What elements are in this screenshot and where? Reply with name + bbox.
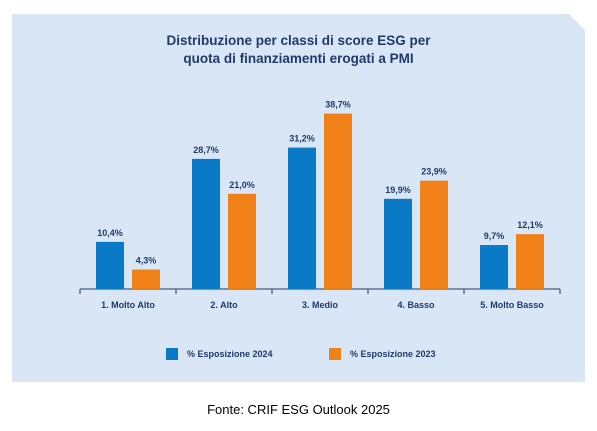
data-label-2023-5: 12,1%	[517, 220, 543, 230]
data-label-2024-2: 28,7%	[193, 145, 219, 155]
data-label-2023-1: 4,3%	[136, 256, 157, 266]
legend-item-2024: % Esposizione 2024	[166, 348, 273, 360]
source-caption: Fonte: CRIF ESG Outlook 2025	[207, 402, 390, 417]
data-label-2024-3: 31,2%	[289, 134, 315, 144]
bar-2024-3	[288, 147, 316, 289]
bar-2023-4	[420, 180, 448, 289]
data-label-2023-4: 23,9%	[421, 167, 447, 177]
data-label-2024-1: 10,4%	[97, 228, 123, 238]
bar-2024-5	[480, 245, 508, 289]
legend-label-2023: % Esposizione 2023	[350, 349, 436, 359]
category-label-3: 3. Medio	[302, 300, 339, 310]
bar-2023-1	[132, 269, 160, 289]
category-label-1: 1. Molto Alto	[101, 300, 155, 310]
category-label-4: 4. Basso	[397, 300, 435, 310]
legend-swatch-2023	[329, 348, 341, 360]
category-label-2: 2. Alto	[210, 300, 238, 310]
data-label-2024-5: 9,7%	[484, 231, 505, 241]
bar-2024-4	[384, 198, 412, 289]
data-label-2023-3: 38,7%	[325, 100, 351, 110]
bar-2023-2	[228, 193, 256, 289]
bar-chart: 10,4% 4,3% 1. Molto Alto 28,7% 21,0% 2. Alto 3…	[79, 100, 561, 310]
chart-title-line-2: quota di finanziamenti erogati a PMI	[183, 51, 414, 66]
legend-label-2024: % Esposizione 2024	[187, 349, 273, 359]
bar-2023-5	[516, 234, 544, 289]
bar-2024-1	[96, 241, 124, 289]
chart-title: Distribuzione per classi di score ESG pe…	[12, 32, 585, 68]
data-label-2024-4: 19,9%	[385, 185, 411, 195]
bar-2023-3	[324, 113, 352, 289]
bar-2024-2	[192, 158, 220, 289]
folded-corner	[569, 14, 585, 30]
category-label-5: 5. Molto Basso	[480, 300, 544, 310]
data-label-2023-2: 21,0%	[229, 180, 255, 190]
legend-item-2023: % Esposizione 2023	[329, 348, 436, 360]
legend: % Esposizione 2024 % Esposizione 2023	[12, 348, 585, 364]
chart-panel: Distribuzione per classi di score ESG pe…	[12, 14, 585, 382]
legend-swatch-2024	[166, 348, 178, 360]
chart-title-line-1: Distribuzione per classi di score ESG pe…	[166, 33, 431, 48]
